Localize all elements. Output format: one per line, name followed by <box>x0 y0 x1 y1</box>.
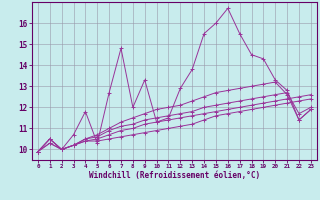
X-axis label: Windchill (Refroidissement éolien,°C): Windchill (Refroidissement éolien,°C) <box>89 171 260 180</box>
